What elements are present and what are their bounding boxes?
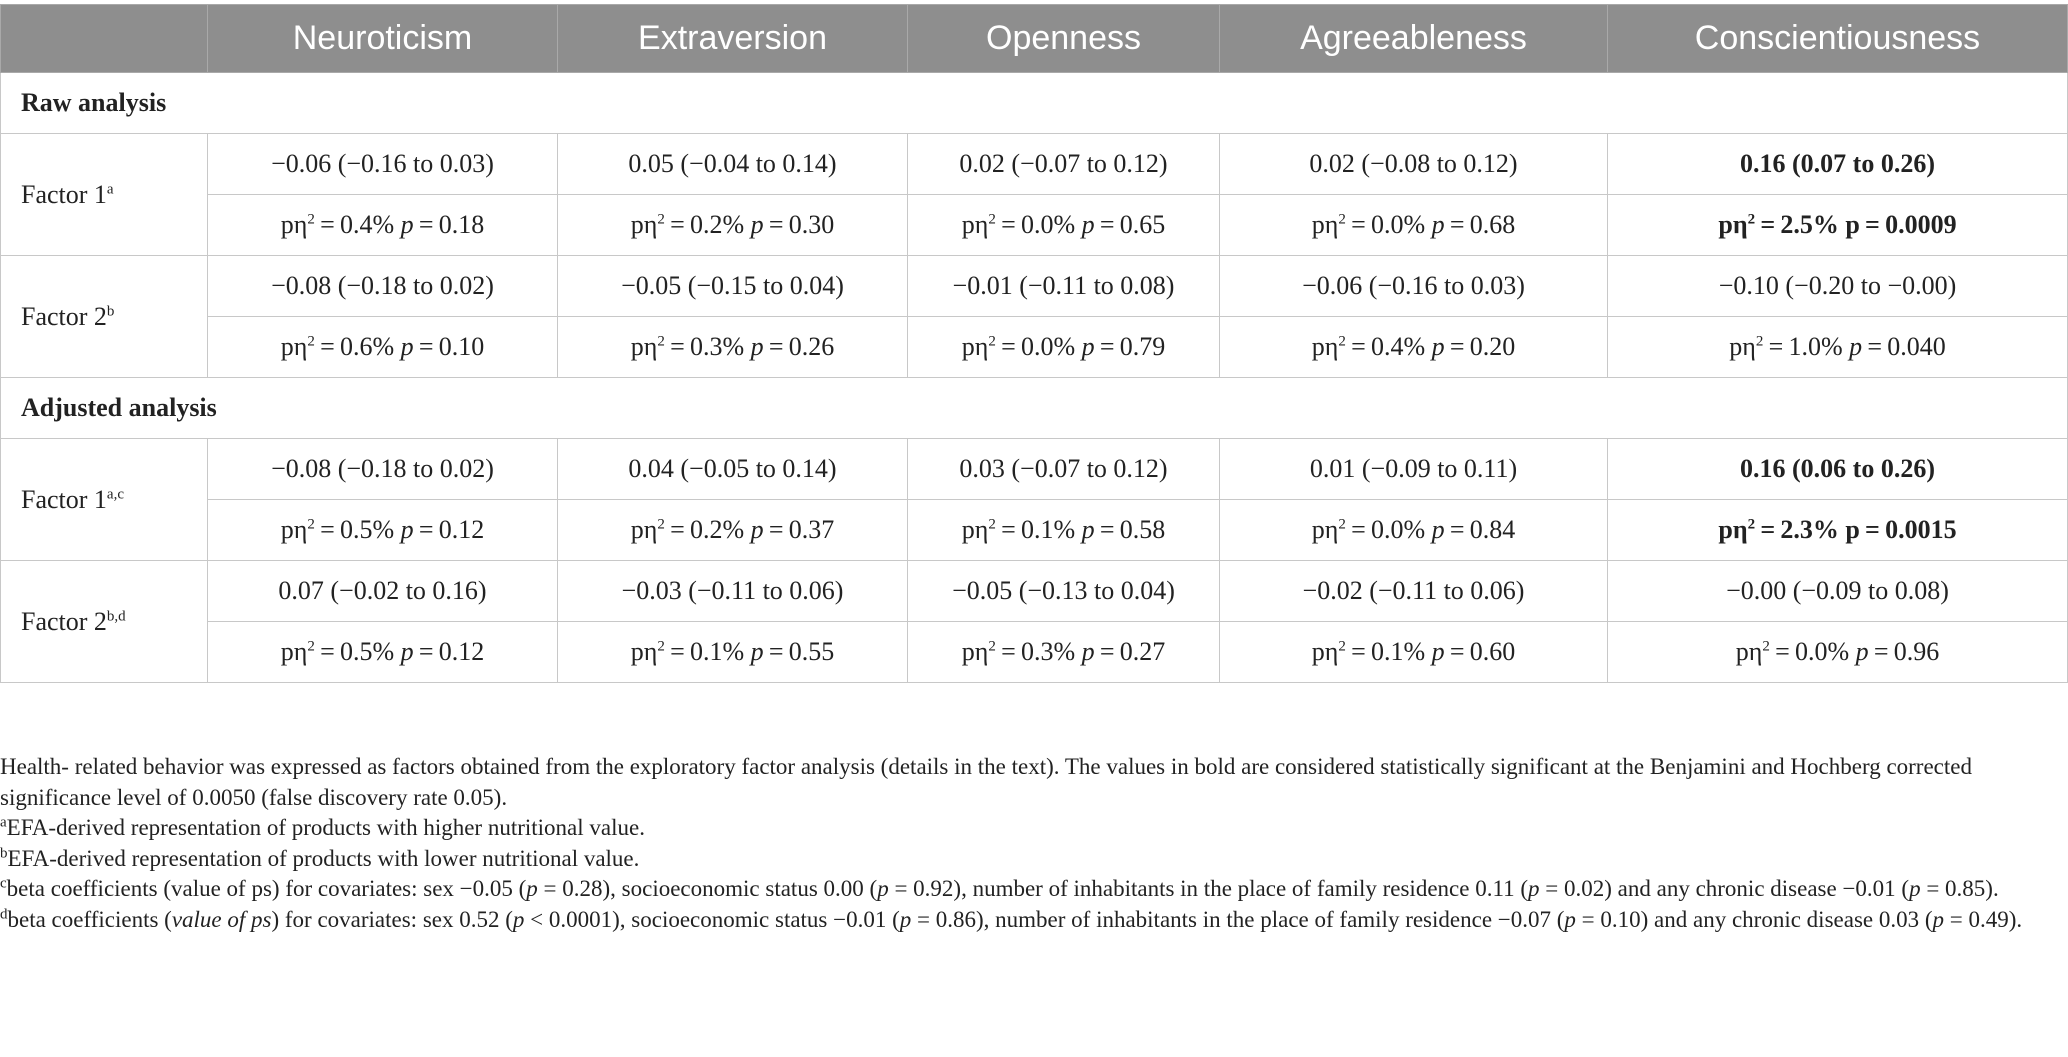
section-row: Adjusted analysis	[0, 377, 2068, 439]
effect-cell: pη2 = 0.3% p = 0.26	[557, 316, 908, 378]
coef-cell: −0.01 (−0.11 to 0.08)	[907, 255, 1220, 317]
coef-cell: 0.02 (−0.07 to 0.12)	[907, 133, 1220, 195]
note-d: dbeta coefficients (value of ps) for cov…	[0, 905, 2023, 932]
note-b: bEFA-derived representation of products …	[0, 844, 640, 871]
coef-cell: −0.06 (−0.16 to 0.03)	[1219, 255, 1608, 317]
header-neuroticism: Neuroticism	[207, 4, 558, 73]
effect-cell: pη2 = 0.2% p = 0.30	[557, 194, 908, 256]
effect-cell: pη2 = 0.4% p = 0.18	[207, 194, 558, 256]
coef-cell: −0.03 (−0.11 to 0.06)	[557, 560, 908, 622]
header-conscientiousness: Conscientiousness	[1607, 4, 2068, 73]
coef-cell: −0.00 (−0.09 to 0.08)	[1607, 560, 2068, 622]
header-empty	[0, 4, 208, 73]
factor-label: Factor 2b,d	[0, 560, 208, 683]
effect-cell: pη2 = 0.1% p = 0.58	[907, 499, 1220, 561]
effect-cell: pη2 = 1.0% p = 0.040	[1607, 316, 2068, 378]
table-row: pη2 = 0.5% p = 0.12 pη2 = 0.2% p = 0.37 pη…	[1, 499, 2068, 561]
results-table: Neuroticism Extraversion Openness Agreea…	[0, 4, 2068, 683]
effect-cell: pη2 = 0.0% p = 0.65	[907, 194, 1220, 256]
effect-cell: pη2 = 0.4% p = 0.20	[1219, 316, 1608, 378]
header-openness: Openness	[907, 4, 1220, 73]
table-row: Factor 2b −0.08 (−0.18 to 0.02) −0.05 (−0.…	[0, 255, 2068, 378]
factor-label: Factor 1a	[0, 133, 208, 256]
effect-cell: pη2 = 0.1% p = 0.55	[557, 621, 908, 683]
coef-cell: −0.08 (−0.18 to 0.02)	[207, 255, 558, 317]
note-main: Health- related behavior was expressed a…	[0, 754, 1972, 810]
effect-cell: pη2 = 2.3% p = 0.0015	[1607, 499, 2068, 561]
section-row: Raw analysis	[0, 72, 2068, 134]
section-title: Raw analysis	[0, 72, 2068, 134]
table-body: Raw analysis Factor 1a −0.06 (−0.16 to 0.0…	[0, 72, 2068, 683]
coef-cell: 0.16 (0.06 to 0.26)	[1607, 438, 2068, 500]
header-agreeableness: Agreeableness	[1219, 4, 1608, 73]
table-row: Factor 2b,d 0.07 (−0.02 to 0.16) −0.03 (−0…	[0, 560, 2068, 683]
effect-cell: pη2 = 0.0% p = 0.68	[1219, 194, 1608, 256]
coef-cell: −0.05 (−0.15 to 0.04)	[557, 255, 908, 317]
table-row: Factor 1a,c −0.08 (−0.18 to 0.02) 0.04 (−0…	[0, 438, 2068, 561]
factor-label: Factor 1a,c	[0, 438, 208, 561]
table-notes: Health- related behavior was expressed a…	[0, 752, 2064, 935]
effect-cell: pη2 = 0.0% p = 0.84	[1219, 499, 1608, 561]
effect-cell: pη2 = 0.2% p = 0.37	[557, 499, 908, 561]
coef-cell: −0.05 (−0.13 to 0.04)	[907, 560, 1220, 622]
coef-cell: 0.02 (−0.08 to 0.12)	[1219, 133, 1608, 195]
coef-cell: 0.03 (−0.07 to 0.12)	[907, 438, 1220, 500]
note-c: cbeta coefficients (value of ps) for cov…	[0, 875, 1999, 901]
effect-cell: pη2 = 0.0% p = 0.79	[907, 316, 1220, 378]
header-row: Neuroticism Extraversion Openness Agreea…	[0, 4, 2068, 73]
effect-cell: pη2 = 0.5% p = 0.12	[207, 621, 558, 683]
effect-cell: pη2 = 0.0% p = 0.96	[1607, 621, 2068, 683]
header-extraversion: Extraversion	[557, 4, 908, 73]
table-row: pη2 = 0.4% p = 0.18 pη2 = 0.2% p = 0.30 pη…	[1, 194, 2068, 256]
coef-cell: 0.07 (−0.02 to 0.16)	[207, 560, 558, 622]
coef-cell: −0.10 (−0.20 to −0.00)	[1607, 255, 2068, 317]
table-row: pη2 = 0.6% p = 0.10 pη2 = 0.3% p = 0.26 pη…	[1, 316, 2068, 378]
note-a: aEFA-derived representation of products …	[0, 814, 645, 840]
coef-cell: 0.16 (0.07 to 0.26)	[1607, 133, 2068, 195]
effect-cell: pη2 = 0.3% p = 0.27	[907, 621, 1220, 683]
effect-cell: pη2 = 0.5% p = 0.12	[207, 499, 558, 561]
section-title: Adjusted analysis	[0, 377, 2068, 439]
effect-cell: pη2 = 2.5% p = 0.0009	[1607, 194, 2068, 256]
coef-cell: −0.08 (−0.18 to 0.02)	[207, 438, 558, 500]
coef-cell: 0.04 (−0.05 to 0.14)	[557, 438, 908, 500]
coef-cell: 0.05 (−0.04 to 0.14)	[557, 133, 908, 195]
coef-cell: −0.06 (−0.16 to 0.03)	[207, 133, 558, 195]
table-row: pη2 = 0.5% p = 0.12 pη2 = 0.1% p = 0.55 pη…	[1, 621, 2068, 683]
coef-cell: 0.01 (−0.09 to 0.11)	[1219, 438, 1608, 500]
table-row: Factor 1a −0.06 (−0.16 to 0.03) 0.05 (−0.0…	[0, 133, 2068, 256]
effect-cell: pη2 = 0.1% p = 0.60	[1219, 621, 1608, 683]
effect-cell: pη2 = 0.6% p = 0.10	[207, 316, 558, 378]
coef-cell: −0.02 (−0.11 to 0.06)	[1219, 560, 1608, 622]
factor-label: Factor 2b	[0, 255, 208, 378]
